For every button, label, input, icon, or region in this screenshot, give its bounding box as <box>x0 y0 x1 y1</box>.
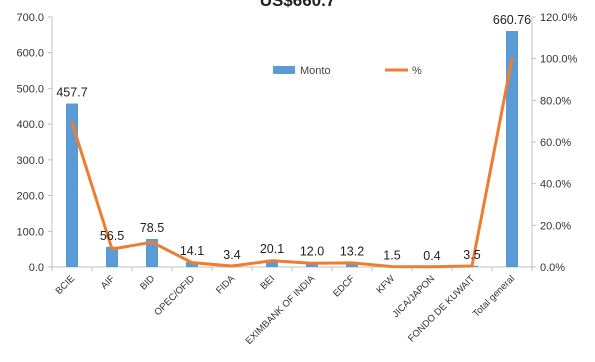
data-labels: 457.7 56.5 78.5 14.1 3.4 20.1 12.0 13.2 1.5 0.4 3.… <box>56 13 531 263</box>
bar-AIF <box>106 246 118 267</box>
legend-label-percent: % <box>412 65 422 77</box>
category-label: OPEC/OFID <box>152 273 197 318</box>
bar-BCIE <box>66 103 78 268</box>
data-label-JICA/JAPON: 0.4 <box>423 249 440 263</box>
right-tick-label: 20.0% <box>540 220 571 232</box>
left-tick-label: 0.0 <box>29 262 44 274</box>
right-tick-label: 120.0% <box>540 12 578 24</box>
left-tick-label: 500.0 <box>16 83 44 95</box>
right-tick-label: 0.0% <box>540 262 565 274</box>
left-tick-label: 200.0 <box>16 191 44 203</box>
category-label: EDCF <box>331 273 357 299</box>
axes: 0.0 100.0 200.0 300.0 400.0 500.0 600.0 700.0 0.… <box>16 12 577 274</box>
right-tick-label: 100.0% <box>540 54 578 66</box>
data-label-KFW: 1.5 <box>383 248 400 262</box>
bar-Total general <box>506 31 518 268</box>
data-label-BCIE: 457.7 <box>56 86 87 100</box>
percent-line <box>70 57 514 269</box>
legend: Monto% <box>273 65 422 77</box>
line-series <box>70 57 514 269</box>
legend-label-monto: Monto <box>300 65 331 77</box>
bar-series <box>66 31 518 268</box>
right-tick-label: 60.0% <box>540 137 571 149</box>
data-label-EXIMBANK OF INDIA: 12.0 <box>300 245 324 259</box>
chart-title: US$660.7 <box>259 0 336 10</box>
data-label-FIDA: 3.4 <box>223 248 240 262</box>
right-tick-label: 80.0% <box>540 95 571 107</box>
left-tick-label: 600.0 <box>16 48 44 60</box>
left-tick-label: 400.0 <box>16 119 44 131</box>
category-label: FONDO DE KUWAIT <box>406 273 477 344</box>
left-tick-label: 700.0 <box>16 12 44 24</box>
category-label: BEI <box>259 273 278 292</box>
left-tick-label: 300.0 <box>16 155 44 167</box>
left-tick-label: 100.0 <box>16 226 44 238</box>
category-label: EXIMBANK OF INDIA <box>244 273 318 347</box>
category-label: FIDA <box>214 273 238 297</box>
data-label-BID: 78.5 <box>140 221 164 235</box>
data-label-EDCF: 13.2 <box>340 244 364 258</box>
data-label-BEI: 20.1 <box>260 242 284 256</box>
data-label-Total general: 660.76 <box>493 13 531 27</box>
legend-swatch-monto <box>273 66 295 74</box>
right-tick-label: 40.0% <box>540 179 571 191</box>
data-label-FONDO DE KUWAIT: 3.5 <box>463 248 480 262</box>
bar-EDCF <box>346 262 358 267</box>
category-label: KFW <box>374 273 397 296</box>
category-label: BID <box>138 273 157 292</box>
category-label: AIF <box>99 273 117 291</box>
category-label: Total general <box>471 273 517 319</box>
bar-OPEC/OFID <box>186 261 198 267</box>
category-label: BCIE <box>54 273 77 296</box>
bar-EXIMBANK OF INDIA <box>306 262 318 267</box>
bar-BID <box>146 238 158 267</box>
data-label-AIF: 56.5 <box>100 229 124 243</box>
data-label-OPEC/OFID: 14.1 <box>180 244 204 258</box>
bar-BEI <box>266 259 278 267</box>
